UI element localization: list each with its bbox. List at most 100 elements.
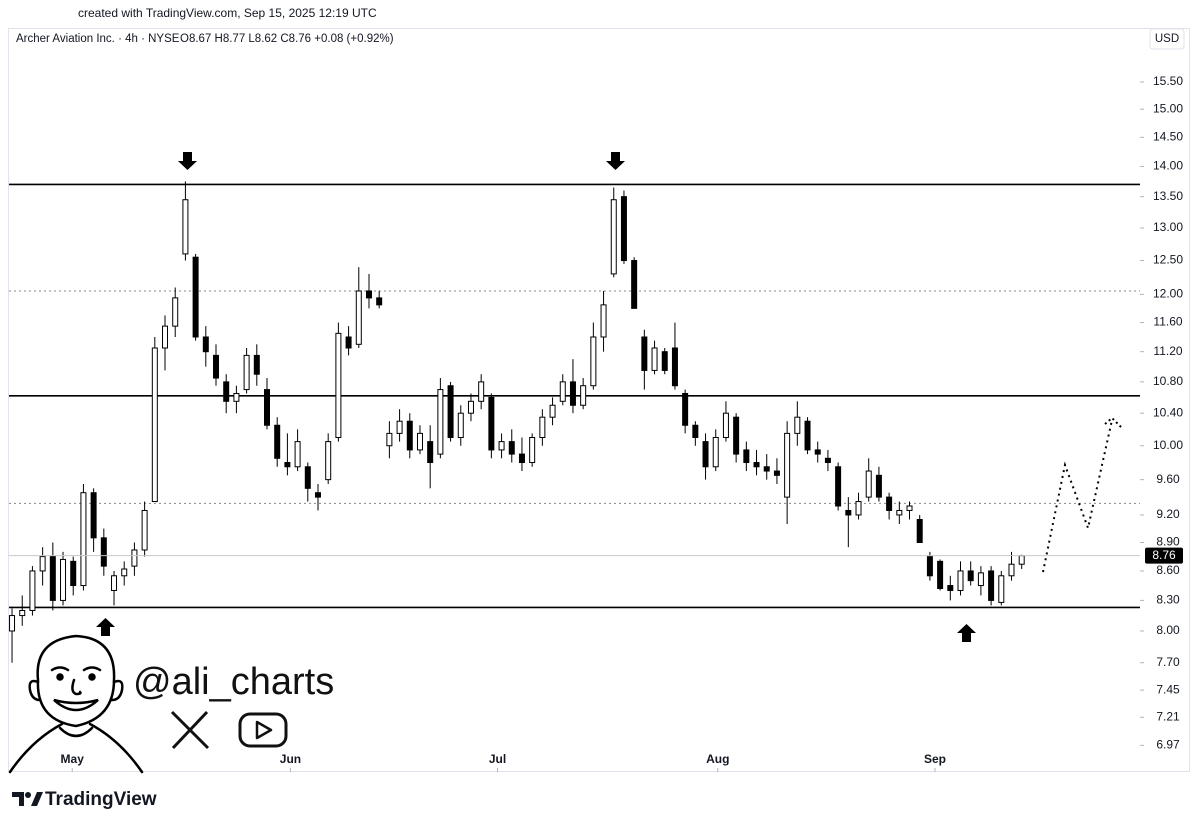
candle-body bbox=[712, 436, 719, 468]
candle-body bbox=[263, 389, 270, 426]
candle-body bbox=[651, 347, 658, 371]
candle-body bbox=[325, 441, 332, 481]
candle-body bbox=[702, 441, 709, 468]
candle-body bbox=[314, 492, 321, 498]
currency[interactable]: USD bbox=[1155, 33, 1179, 45]
y-tick-label: 14.00 bbox=[1153, 159, 1183, 173]
candle-body bbox=[1008, 563, 1015, 577]
candle-body bbox=[977, 572, 984, 587]
y-tick-label: 15.50 bbox=[1153, 74, 1183, 88]
candle-body bbox=[875, 474, 882, 498]
y-tick-label: 8.60 bbox=[1156, 563, 1180, 577]
candle-body bbox=[692, 424, 699, 438]
x-tick-label: Jun bbox=[280, 752, 301, 766]
candle-body bbox=[1018, 555, 1025, 565]
candle-body bbox=[733, 416, 740, 455]
handle: @ali_charts bbox=[133, 661, 334, 703]
y-tick-label: 10.80 bbox=[1153, 374, 1183, 388]
candle-body bbox=[529, 436, 536, 464]
candle-body bbox=[855, 501, 862, 516]
candle-body bbox=[172, 297, 179, 327]
candle-body bbox=[162, 325, 169, 349]
candle-body bbox=[559, 381, 566, 402]
candle-body bbox=[620, 196, 627, 262]
candle-body bbox=[998, 575, 1005, 603]
candle-body bbox=[947, 585, 954, 591]
candle-body bbox=[478, 381, 485, 402]
candle-body bbox=[967, 570, 974, 582]
candle-body bbox=[671, 347, 678, 387]
credit: created with TradingView.com, Sep 15, 20… bbox=[78, 6, 377, 20]
candle-body bbox=[304, 466, 311, 489]
candle-body bbox=[835, 466, 842, 507]
x-tick-label: Sep bbox=[924, 752, 946, 766]
candle-body bbox=[416, 432, 423, 451]
candle-body bbox=[406, 420, 413, 451]
candle-body bbox=[274, 424, 281, 459]
candle-body bbox=[926, 556, 933, 577]
candle-body bbox=[631, 260, 638, 309]
x-icon bbox=[170, 710, 210, 750]
candle-body bbox=[355, 290, 362, 345]
candle-body bbox=[590, 336, 597, 387]
brand-logo bbox=[12, 792, 43, 806]
candle-body bbox=[682, 392, 689, 426]
arrow-down bbox=[178, 152, 197, 170]
candle-body bbox=[60, 558, 67, 601]
plot bbox=[9, 181, 1140, 663]
candle-body bbox=[100, 537, 107, 567]
play-icon bbox=[255, 720, 273, 740]
candle-body bbox=[824, 457, 831, 464]
candle-body bbox=[345, 336, 352, 349]
y-tick-label: 12.50 bbox=[1153, 253, 1183, 267]
x-tick-label: Jul bbox=[489, 752, 506, 766]
candle-body bbox=[182, 199, 189, 255]
candle-body bbox=[641, 336, 648, 371]
quote: O8.67 H8.77 L8.62 C8.76 +0.08 (+0.92%) bbox=[180, 33, 394, 45]
candle-body bbox=[386, 432, 393, 447]
candle-body bbox=[988, 570, 995, 601]
candle-body bbox=[722, 412, 729, 438]
candle-body bbox=[498, 441, 505, 451]
candle-body bbox=[243, 354, 250, 391]
candle-body bbox=[70, 560, 77, 587]
y-tick-label: 7.21 bbox=[1156, 709, 1180, 723]
y-tick-label: 12.00 bbox=[1153, 287, 1183, 301]
candle-body bbox=[845, 509, 852, 516]
chart-title: Archer Aviation Inc. · 4h · NYSE bbox=[16, 33, 180, 45]
candle-body bbox=[804, 420, 811, 451]
candle-body bbox=[19, 609, 26, 617]
last-price-label: 8.76 bbox=[1152, 548, 1176, 562]
candle-body bbox=[753, 462, 760, 468]
candle-body bbox=[284, 462, 291, 468]
candle-body bbox=[253, 354, 260, 375]
candle-body bbox=[763, 466, 770, 472]
y-tick-label: 11.60 bbox=[1153, 315, 1182, 329]
candle-body bbox=[661, 351, 668, 371]
candle-body bbox=[794, 416, 801, 434]
candle-body bbox=[111, 575, 118, 591]
candle-body bbox=[141, 509, 148, 551]
candle-body bbox=[784, 432, 791, 498]
y-tick-label: 6.97 bbox=[1156, 738, 1180, 752]
candle-body bbox=[508, 441, 515, 455]
y-tick-label: 8.30 bbox=[1156, 593, 1180, 607]
y-tick-label: 11.20 bbox=[1153, 344, 1182, 358]
candle-body bbox=[957, 570, 964, 591]
candle-body bbox=[131, 549, 138, 567]
social-icons bbox=[170, 710, 288, 750]
y-tick-label: 9.20 bbox=[1156, 507, 1180, 521]
candle-body bbox=[937, 560, 944, 590]
candle-body bbox=[39, 556, 46, 572]
y-tick-label: 9.60 bbox=[1156, 472, 1180, 486]
y-tick-label: 10.00 bbox=[1153, 438, 1183, 452]
candle-body bbox=[90, 492, 97, 539]
candle-body bbox=[488, 396, 495, 451]
projection bbox=[1042, 419, 1113, 573]
y-tick-label: 13.50 bbox=[1153, 189, 1183, 203]
currency-box[interactable] bbox=[1149, 28, 1185, 50]
candle-body bbox=[376, 297, 383, 306]
price-axis: 15.50 15.00 14.50 14.00 13.50 13.00 12.50 12.00… bbox=[1140, 74, 1183, 752]
candle-body bbox=[580, 385, 587, 406]
candle-body bbox=[29, 570, 36, 611]
